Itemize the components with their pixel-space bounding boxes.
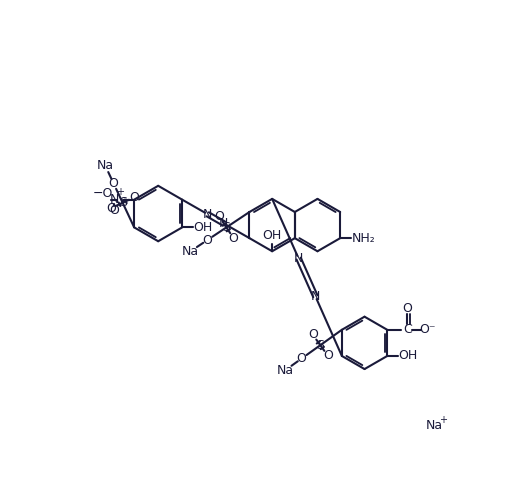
Text: O: O	[108, 177, 118, 189]
Text: O: O	[297, 352, 307, 365]
Text: Na: Na	[96, 159, 114, 172]
Text: Na: Na	[277, 364, 294, 377]
Text: C: C	[403, 323, 412, 336]
Text: O: O	[229, 232, 238, 245]
Text: OH: OH	[398, 350, 417, 363]
Text: Na: Na	[182, 245, 199, 258]
Text: O: O	[308, 328, 318, 341]
Text: O: O	[214, 210, 224, 223]
Text: O: O	[402, 302, 412, 315]
Text: +: +	[439, 415, 447, 425]
Text: +: +	[116, 187, 123, 197]
Text: S: S	[222, 221, 230, 234]
Text: O⁻: O⁻	[419, 323, 436, 336]
Text: O: O	[202, 234, 212, 247]
Text: N: N	[203, 208, 213, 221]
Text: N: N	[109, 193, 119, 206]
Text: N: N	[311, 290, 320, 303]
Text: NH₂: NH₂	[351, 232, 375, 245]
Text: S: S	[316, 339, 325, 352]
Text: S: S	[119, 196, 126, 209]
Text: Na: Na	[425, 419, 442, 432]
Text: O: O	[109, 204, 119, 217]
Text: N: N	[294, 252, 303, 265]
Text: O: O	[130, 190, 139, 204]
Text: O: O	[106, 202, 116, 215]
Text: OH: OH	[263, 229, 282, 243]
Text: −O: −O	[93, 187, 114, 200]
Text: O: O	[323, 349, 333, 363]
Text: N: N	[219, 217, 229, 230]
Text: OH: OH	[194, 221, 213, 234]
